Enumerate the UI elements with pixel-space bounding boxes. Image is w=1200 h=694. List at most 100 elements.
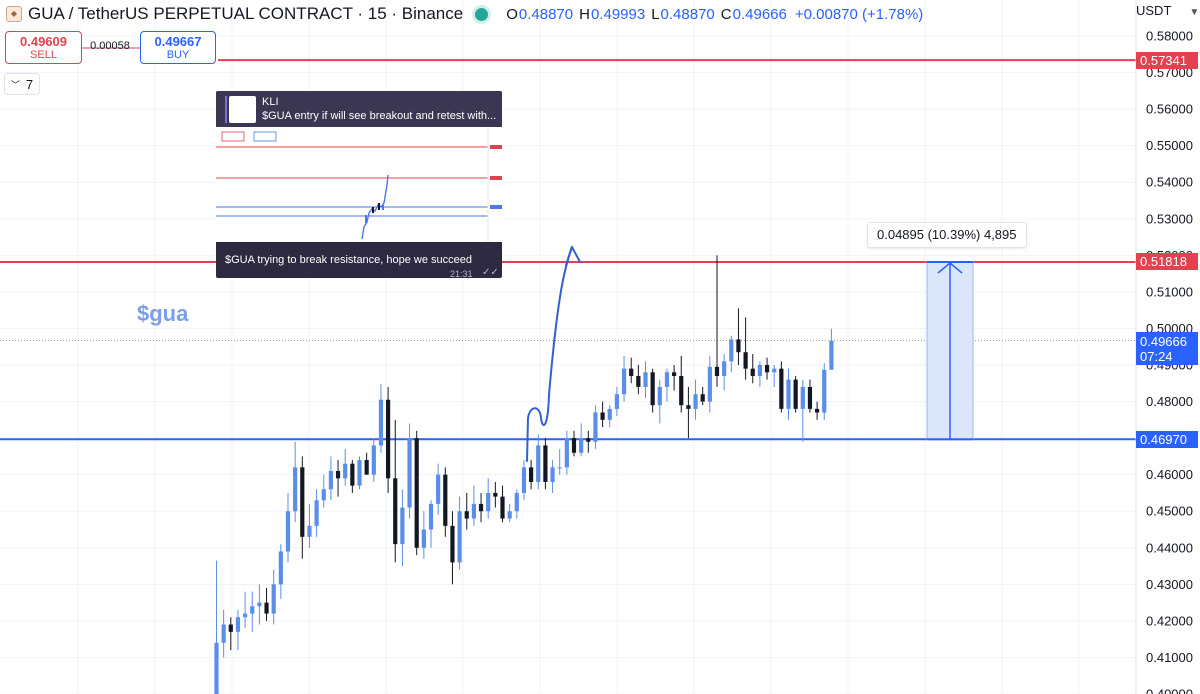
price-tick-label: 0.56000 xyxy=(1146,102,1193,117)
candle-body xyxy=(757,365,762,376)
price-tick-label: 0.43000 xyxy=(1146,577,1193,592)
candle-body xyxy=(471,503,476,519)
indicators-toggle-button[interactable]: ﹀ 7 xyxy=(4,73,40,95)
candle-body xyxy=(650,372,655,406)
chart-drawings xyxy=(0,47,1136,441)
candle-body xyxy=(293,467,298,512)
candle-body xyxy=(636,375,641,387)
candle-body xyxy=(550,467,555,482)
sell-button[interactable]: 0.49609 SELL xyxy=(5,31,82,64)
candle-body xyxy=(800,386,805,409)
candle-body xyxy=(507,511,512,519)
candle-body xyxy=(386,399,391,479)
candle-body xyxy=(793,379,798,409)
candle-body xyxy=(600,412,605,420)
embedded-message-screenshot: KLI $GUA entry if will see breakout and … xyxy=(216,91,502,278)
candle-body xyxy=(579,438,584,453)
price-tick-label: 0.55000 xyxy=(1146,138,1193,153)
candle-body xyxy=(686,405,691,409)
current-price-tag: 0.49666 07:24 xyxy=(1136,331,1198,365)
sell-label: SELL xyxy=(30,49,57,61)
candle-body xyxy=(679,375,684,406)
buy-button[interactable]: 0.49667 BUY xyxy=(140,31,216,64)
resistance-price-tag[interactable]: 0.51818 xyxy=(1136,253,1198,271)
freehand-arrow-path xyxy=(526,246,573,462)
candle-body xyxy=(521,467,527,493)
freehand-arrow-head xyxy=(565,246,581,266)
candle-body xyxy=(764,365,770,373)
price-tick-label: 0.58000 xyxy=(1146,29,1193,44)
candle-body xyxy=(707,366,712,402)
bar-countdown: 07:24 xyxy=(1140,348,1173,364)
candle-body xyxy=(529,467,534,482)
chevron-down-icon: ▼ xyxy=(1189,7,1200,18)
candle-body xyxy=(664,372,670,387)
candle-body xyxy=(557,467,562,469)
candle-body xyxy=(371,445,376,475)
resistance-high-price-tag[interactable]: 0.57341 xyxy=(1136,51,1198,69)
candle-body xyxy=(307,525,312,537)
currency-label: USDT xyxy=(1136,3,1172,18)
measure-tool-label: 0.04895 (10.39%) 4,895 xyxy=(867,222,1027,248)
price-tick-label: 0.44000 xyxy=(1146,540,1193,555)
price-tick-label: 0.57000 xyxy=(1146,65,1193,80)
candle-body xyxy=(264,602,269,614)
candle-body xyxy=(321,489,326,501)
candle-body xyxy=(421,529,426,548)
buy-label: BUY xyxy=(166,49,190,61)
price-tick-label: 0.53000 xyxy=(1146,211,1193,226)
sell-price: 0.49609 xyxy=(20,34,67,49)
candle-body xyxy=(743,352,748,369)
price-tick-label: 0.48000 xyxy=(1146,394,1193,409)
candle-body xyxy=(564,438,569,468)
candle-body xyxy=(357,460,362,486)
chart-grid xyxy=(0,0,1136,694)
candle-body xyxy=(614,394,619,409)
candle-body xyxy=(779,368,784,409)
ohlc-open-key: O xyxy=(506,5,518,23)
market-status-icon xyxy=(475,7,489,21)
candle-body xyxy=(729,339,734,362)
candle-body xyxy=(815,408,820,413)
candle-body xyxy=(571,438,577,453)
ohlc-close-value: 0.49666 xyxy=(732,5,787,23)
candle-body xyxy=(450,525,455,563)
candle-body xyxy=(493,492,498,497)
candle-body xyxy=(428,503,434,530)
candle-body xyxy=(407,438,412,508)
currency-selector[interactable]: USDT ▼ xyxy=(1136,3,1199,18)
chart-text-annotation[interactable]: $gua xyxy=(137,301,189,326)
candle-body xyxy=(228,624,233,632)
price-tick-label: 0.42000 xyxy=(1146,613,1193,628)
candle-body xyxy=(629,368,634,376)
candle-body xyxy=(536,445,541,482)
current-price-value: 0.49666 xyxy=(1140,333,1187,349)
quote-bar xyxy=(225,96,227,123)
price-tick-label: 0.45000 xyxy=(1146,504,1193,519)
candle-body xyxy=(271,584,276,614)
price-tick-label: 0.51000 xyxy=(1146,284,1193,299)
support-price-tag[interactable]: 0.46970 xyxy=(1136,430,1198,448)
candle-body xyxy=(464,511,469,519)
attached-chart-image xyxy=(216,127,502,242)
ohlc-high-key: H xyxy=(579,5,590,23)
candle-body xyxy=(350,463,355,486)
candle-body xyxy=(457,511,462,563)
candle-body xyxy=(807,386,813,409)
candle-body xyxy=(500,496,505,519)
candle-body xyxy=(285,511,291,552)
chart-legend-header: ◆ GUA / TetherUS PERPETUAL CONTRACT · 15… xyxy=(6,4,923,24)
symbol-title[interactable]: GUA / TetherUS PERPETUAL CONTRACT · 15 ·… xyxy=(28,4,464,23)
candle-body xyxy=(443,474,448,526)
price-tick-label: 0.46000 xyxy=(1146,467,1193,482)
candle-body xyxy=(257,602,262,607)
candle-body xyxy=(343,463,348,479)
candle-body xyxy=(736,339,741,353)
price-tick-label: 0.54000 xyxy=(1146,175,1193,190)
ohlc-low-key: L xyxy=(651,5,660,23)
candle-body xyxy=(486,492,491,512)
price-tick-label: 0.41000 xyxy=(1146,650,1193,665)
candle-body xyxy=(478,503,484,512)
candle-body xyxy=(822,369,827,413)
